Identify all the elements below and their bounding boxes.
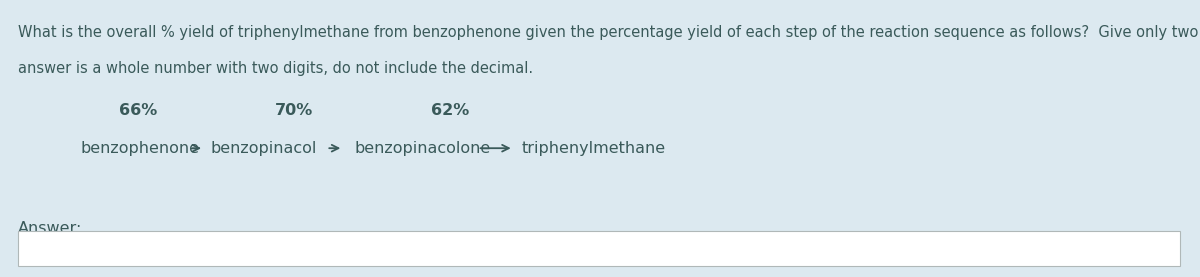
Text: answer is a whole number with two digits, do not include the decimal.: answer is a whole number with two digits… xyxy=(18,61,533,76)
Text: 62%: 62% xyxy=(431,103,469,118)
Text: Answer:: Answer: xyxy=(18,221,83,236)
Text: triphenylmethane: triphenylmethane xyxy=(522,141,666,156)
Text: 66%: 66% xyxy=(119,103,157,118)
FancyBboxPatch shape xyxy=(18,231,1180,266)
Text: benzophenone: benzophenone xyxy=(80,141,199,156)
Text: What is the overall % yield of triphenylmethane from benzophenone given the perc: What is the overall % yield of triphenyl… xyxy=(18,25,1200,40)
Text: benzopinacol: benzopinacol xyxy=(210,141,317,156)
Text: benzopinacolone: benzopinacolone xyxy=(354,141,491,156)
Text: 70%: 70% xyxy=(275,103,313,118)
